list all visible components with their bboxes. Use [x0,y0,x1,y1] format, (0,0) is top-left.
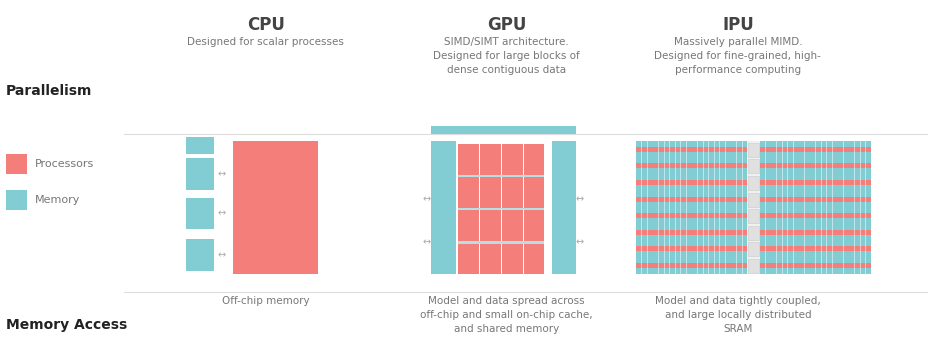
Text: Massively parallel MIMD.
Designed for fine-grained, high-
performance computing: Massively parallel MIMD. Designed for fi… [654,37,821,75]
Bar [759,230,871,235]
Bar [524,210,545,241]
Bar [480,210,501,241]
Text: Memory Access: Memory Access [6,318,127,332]
Text: Off-chip memory: Off-chip memory [222,296,310,306]
Text: CPU: CPU [247,16,285,34]
Bar [458,208,545,210]
Bar [458,241,545,244]
Bar [6,154,27,174]
Text: SIMD/SIMT architecture.
Designed for large blocks of
dense contiguous data: SIMD/SIMT architecture. Designed for lar… [433,37,580,75]
Text: Model and data spread across
off-chip and small on-chip cache,
and shared memory: Model and data spread across off-chip an… [420,296,593,334]
Bar [524,244,545,274]
Bar [480,144,501,175]
Bar [759,142,871,274]
Text: ↔: ↔ [217,209,225,219]
Bar [759,263,871,268]
Bar [748,259,759,273]
Bar [759,213,871,218]
Text: ↔: ↔ [422,194,430,204]
Bar [524,144,545,175]
Text: Model and data tightly coupled,
and large locally distributed
SRAM: Model and data tightly coupled, and larg… [655,296,821,334]
Text: Designed for scalar processes: Designed for scalar processes [188,37,344,47]
Bar [748,159,759,173]
Bar [186,137,214,154]
Bar [635,163,747,168]
Bar [635,197,747,202]
Text: Memory: Memory [34,195,80,205]
Text: IPU: IPU [722,16,754,34]
Bar [759,147,871,152]
Bar [480,244,501,274]
Bar [759,247,871,252]
Bar [748,209,759,223]
Text: Processors: Processors [34,159,94,169]
Bar [635,213,747,218]
Bar [502,244,523,274]
Text: ↔: ↔ [575,194,583,204]
Bar [552,142,577,274]
Bar [186,239,214,271]
Bar [186,158,214,190]
Bar [431,142,456,274]
Text: GPU: GPU [487,16,527,34]
Bar [502,177,523,208]
Bar [635,142,747,274]
Bar [635,247,747,252]
Bar [431,126,577,134]
Bar [524,177,545,208]
Bar [458,177,479,208]
Bar [759,180,871,185]
Bar [502,210,523,241]
Bar [748,143,759,157]
Bar [748,226,759,240]
Bar [748,193,759,207]
Bar [233,142,317,274]
Text: Parallelism: Parallelism [6,84,93,98]
Bar [759,197,871,202]
Bar [747,142,759,274]
Bar [458,210,479,241]
Bar [635,147,747,152]
Bar [635,263,747,268]
Bar [458,175,545,177]
Bar [458,244,479,274]
Text: ↔: ↔ [575,237,583,247]
Bar [502,144,523,175]
Text: ↔: ↔ [422,237,430,247]
Text: ↔: ↔ [217,169,225,179]
Bar [480,177,501,208]
Bar [458,144,479,175]
Text: ↔: ↔ [217,250,225,260]
Bar [6,190,27,210]
Bar [186,198,214,230]
Bar [635,180,747,185]
Bar [748,176,759,190]
Bar [748,243,759,256]
Bar [759,163,871,168]
Bar [635,230,747,235]
